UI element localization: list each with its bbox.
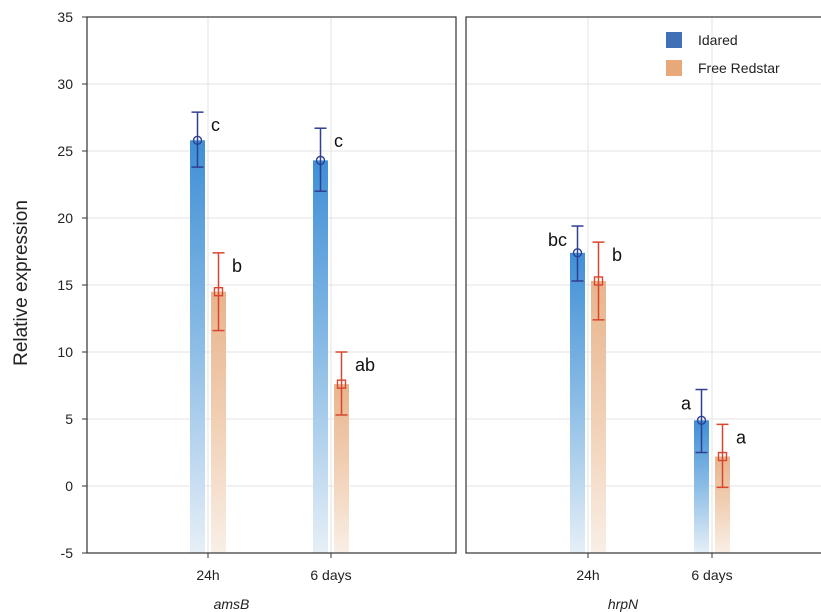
bar — [570, 252, 585, 553]
mean-marker — [336, 379, 347, 389]
panel-title: hrpN — [608, 596, 639, 612]
bar — [715, 456, 730, 553]
x-tick-label: 6 days — [691, 567, 732, 583]
significance-label: c — [334, 131, 343, 151]
y-tick-label: 35 — [57, 9, 73, 25]
mean-marker — [717, 451, 728, 462]
significance-label: b — [232, 256, 242, 276]
significance-label: ab — [355, 355, 375, 375]
y-tick-label: 25 — [57, 143, 73, 159]
y-axis-label: Relative expression — [11, 200, 32, 366]
panel-title: amsB — [214, 596, 250, 612]
mean-marker — [593, 276, 604, 286]
mean-marker — [696, 415, 707, 426]
mean-marker — [192, 135, 203, 145]
bar — [334, 384, 349, 553]
x-tick-label: 6 days — [310, 567, 351, 583]
mean-marker — [213, 287, 224, 297]
y-tick-label: 30 — [57, 76, 73, 92]
significance-label: a — [736, 427, 747, 447]
bar — [313, 160, 328, 553]
bar — [694, 420, 709, 553]
x-tick-label: 24h — [576, 567, 599, 583]
y-tick-label: -5 — [61, 545, 74, 561]
significance-label: bc — [548, 230, 567, 250]
legend-label: Free Redstar — [698, 60, 780, 76]
y-tick-label: 0 — [65, 478, 73, 494]
legend-label: Idared — [698, 32, 738, 48]
y-tick-label: 10 — [57, 344, 73, 360]
y-tick-label: 5 — [65, 411, 73, 427]
bar — [591, 280, 606, 553]
legend-swatch — [666, 32, 682, 48]
legend-swatch — [666, 60, 682, 76]
panel-frame — [465, 16, 821, 554]
bar — [211, 291, 226, 553]
x-tick-label: 24h — [196, 567, 219, 583]
bar — [190, 140, 205, 553]
y-tick-label: 20 — [57, 210, 73, 226]
mean-marker — [315, 155, 326, 166]
significance-label: c — [211, 115, 220, 135]
mean-marker — [572, 248, 583, 258]
significance-label: b — [612, 245, 622, 265]
significance-label: a — [681, 394, 692, 414]
y-tick-label: 15 — [57, 277, 73, 293]
